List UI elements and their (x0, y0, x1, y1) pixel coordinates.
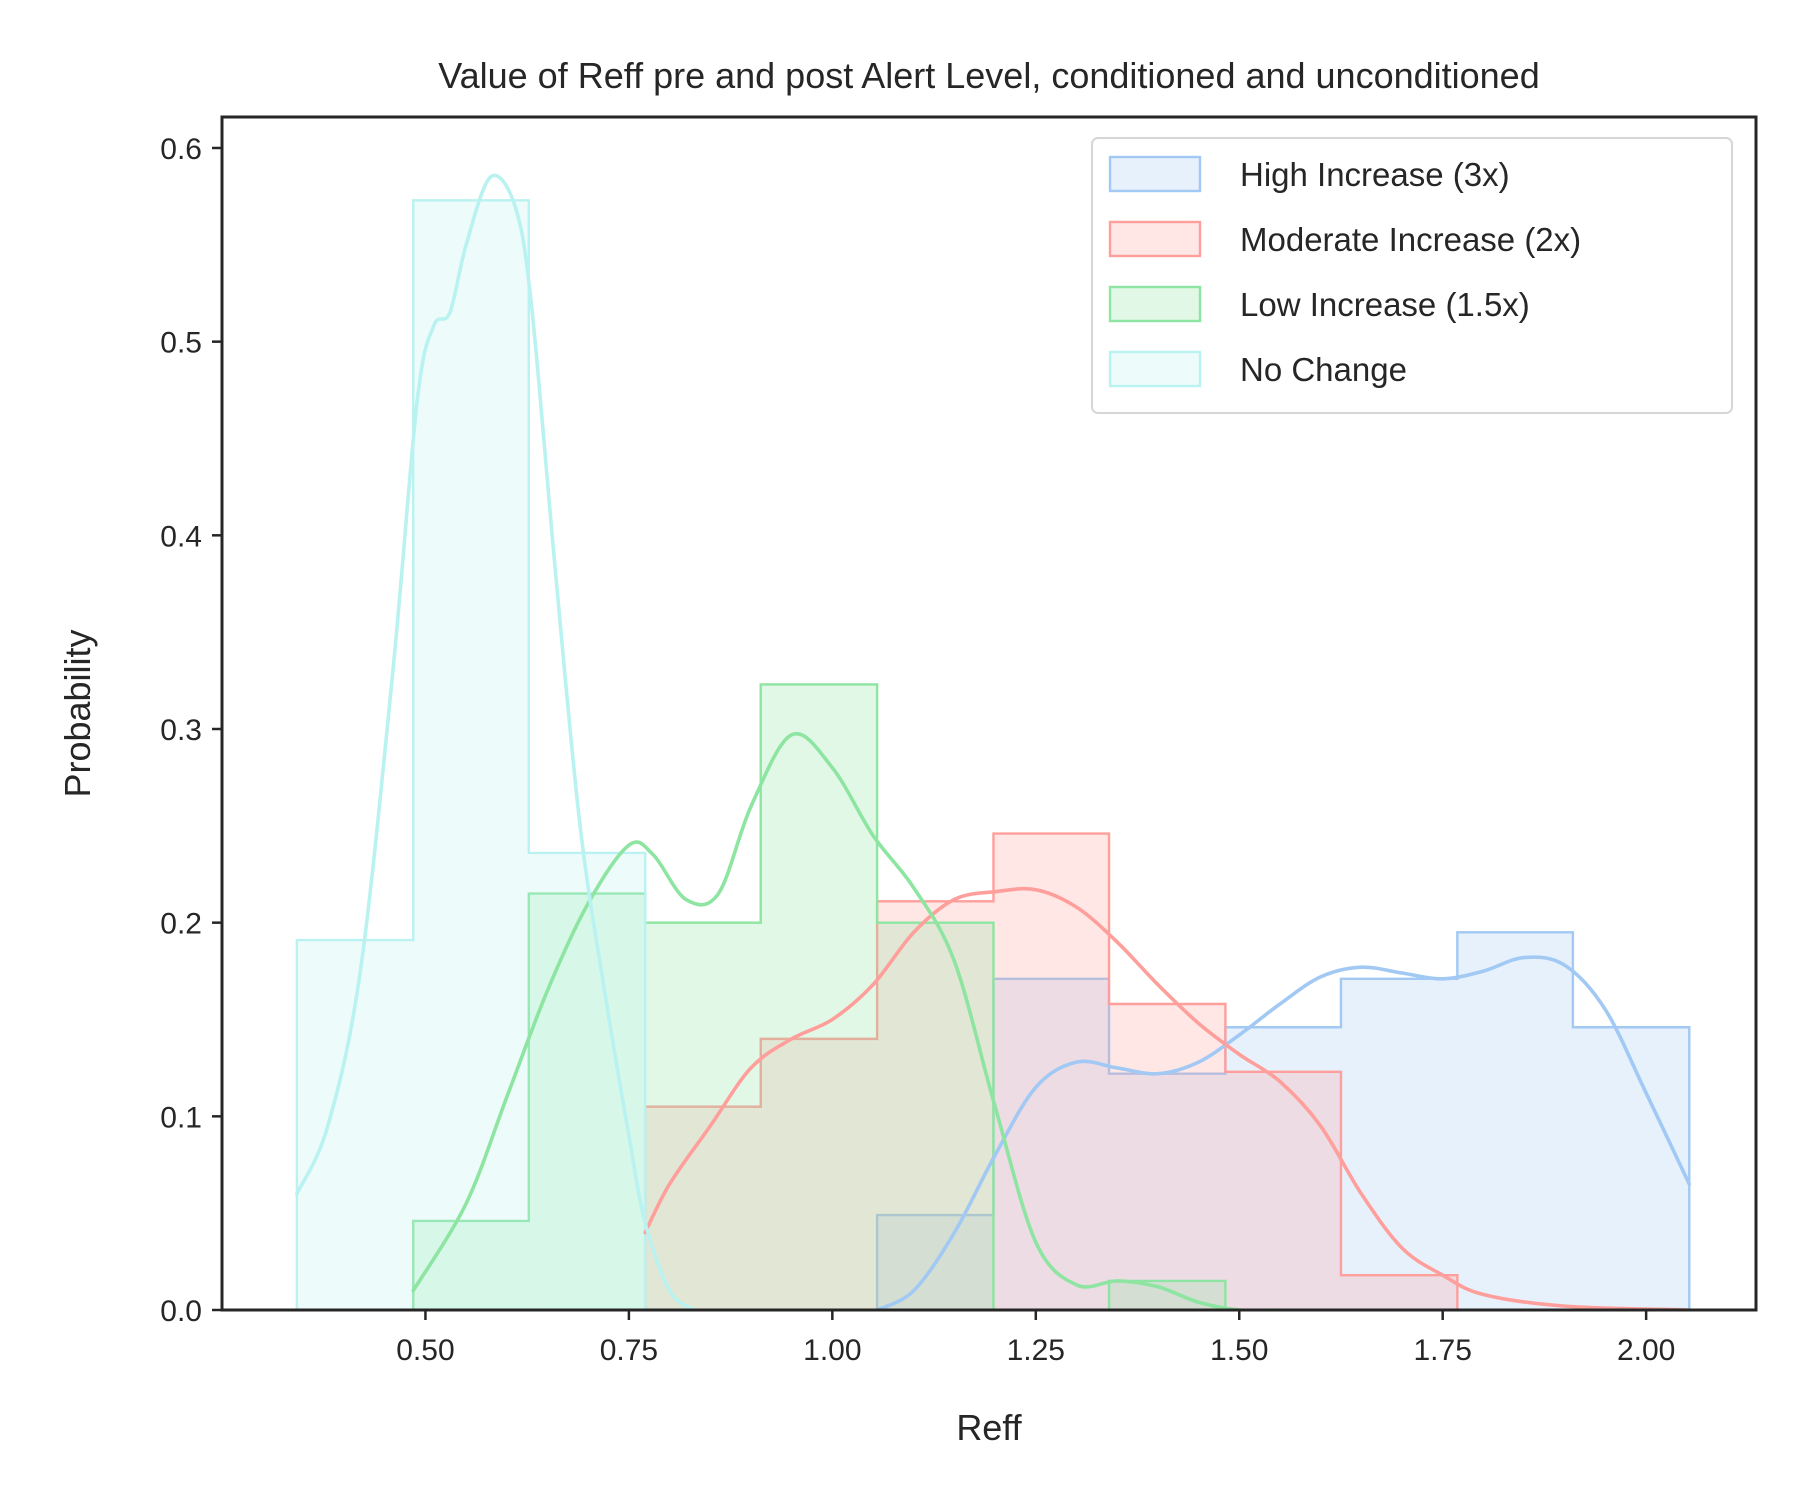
histogram-bar (760, 1038, 878, 1310)
histogram-bar (528, 852, 646, 1310)
series-1-bars (643, 832, 1459, 1310)
series-2-bars (412, 683, 1227, 1310)
x-tick-label: 1.75 (1413, 1334, 1471, 1367)
series-3-bars (295, 199, 647, 1310)
histogram-bar (1109, 1004, 1226, 1310)
y-tick-label: 0.3 (160, 714, 202, 747)
legend: High Increase (3x) Moderate Increase (2x)… (1091, 137, 1733, 414)
histogram-bar (413, 1220, 529, 1310)
histogram-bar (993, 978, 1110, 1310)
histogram-bar (760, 684, 878, 1310)
x-tick-label: 1.50 (1210, 1334, 1268, 1367)
legend-swatch (1108, 220, 1202, 258)
legend-entry-label: Low Increase (1.5x) (1240, 286, 1530, 323)
y-tick-label: 0.2 (160, 908, 202, 941)
legend-entry-label: No Change (1240, 351, 1407, 388)
series-group (295, 173, 1692, 1310)
legend-swatch (1108, 285, 1202, 323)
x-tick-label: 2.00 (1617, 1334, 1675, 1367)
histogram-step-outline (412, 683, 1227, 1310)
legend-box (1091, 137, 1733, 414)
histogram-bar (1340, 978, 1458, 1310)
axis-ticks: 0.50 0.75 1.00 1.25 1.50 1.75 2.00 0.0 0.1 0.2 0.3… (160, 133, 1675, 1367)
legend-entry-label: High Increase (3x) (1240, 156, 1510, 193)
y-tick-label: 0.0 (160, 1295, 202, 1328)
histogram-bar (1225, 1071, 1341, 1310)
series-1-kde-line (643, 886, 1692, 1310)
histogram-bar (1109, 1073, 1226, 1310)
histogram-bar (1572, 1027, 1690, 1310)
x-axis-label: Reff (956, 1407, 1022, 1448)
histogram-bar (413, 200, 529, 1310)
histogram-bar (1225, 1027, 1341, 1310)
legend-swatch (1108, 350, 1202, 388)
legend-swatch (1108, 155, 1202, 193)
plot-area (295, 173, 1692, 1310)
chart-title: Value of Reff pre and post Alert Level, … (438, 55, 1539, 96)
y-tick-label: 0.4 (160, 520, 202, 553)
y-tick-label: 0.5 (160, 327, 202, 360)
histogram-bar (645, 922, 761, 1310)
series-2-kde-line (411, 731, 1282, 1310)
axes-frame (220, 115, 1758, 1312)
y-axis-label: Probability (57, 629, 98, 797)
x-tick-label: 0.50 (396, 1334, 454, 1367)
series-0-bars (875, 931, 1691, 1310)
histogram-step-outline (295, 199, 647, 1310)
histogram-bar (1457, 932, 1573, 1310)
legend-entry-label: Moderate Increase (2x) (1240, 221, 1581, 258)
x-tick-label: 1.25 (1007, 1334, 1065, 1367)
y-tick-label: 0.1 (160, 1101, 202, 1134)
series-0-kde-line (875, 955, 1692, 1310)
histogram-bar (877, 922, 994, 1310)
histogram-step-outline (643, 832, 1459, 1310)
histogram-bar (528, 893, 646, 1310)
histogram-bar (1340, 1275, 1458, 1310)
y-tick-label: 0.6 (160, 133, 202, 166)
x-tick-label: 0.75 (600, 1334, 658, 1367)
histogram-bar (877, 901, 994, 1310)
series-3-kde-line (295, 173, 696, 1310)
x-tick-label: 1.00 (803, 1334, 861, 1367)
